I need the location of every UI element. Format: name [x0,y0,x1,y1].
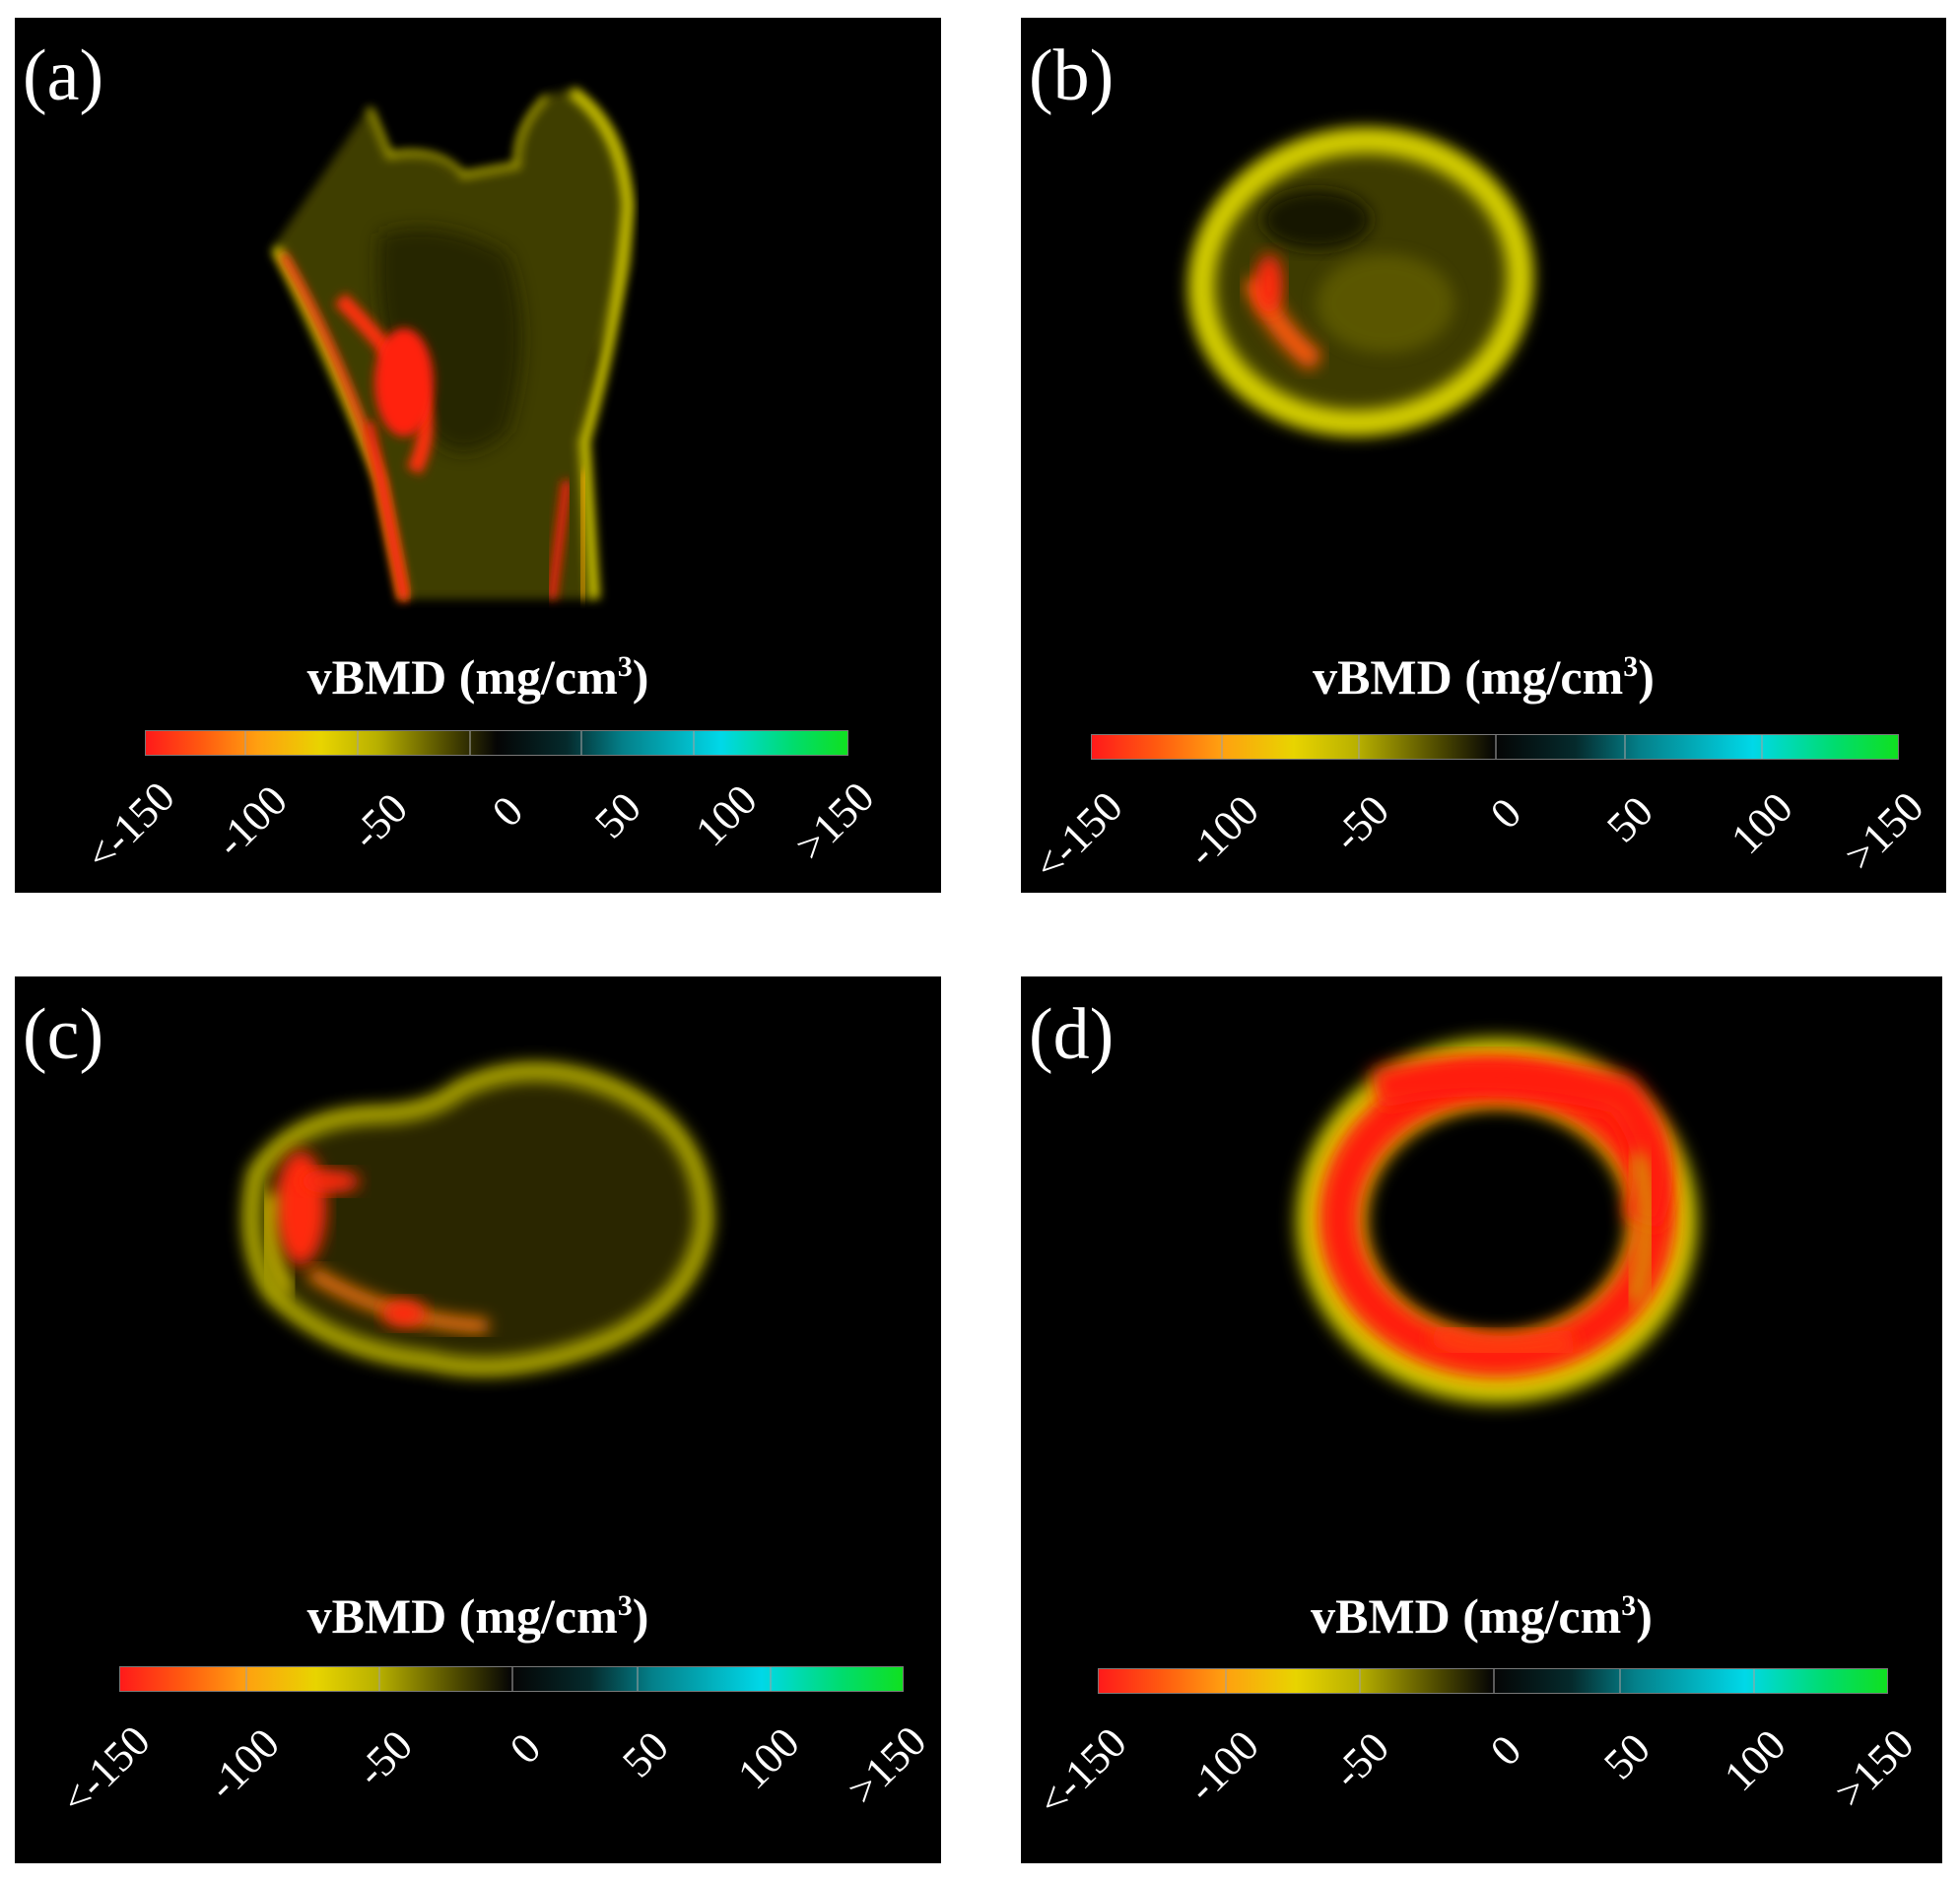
colorbar-title: vBMD (mg/cm3) [1311,1588,1653,1644]
bone-cross-section-scan [1297,1039,1697,1403]
colorbar [119,1666,904,1692]
panel-d: (d) vBMD (mg/cm3) <-150 -100 -50 0 50 10… [1021,976,1942,1863]
colorbar-title: vBMD (mg/cm3) [306,1588,649,1644]
panel-c: (c) vBMD (mg/cm3) <-150 -100 -50 0 50 10… [15,976,941,1863]
colorbar [1091,734,1899,760]
panel-label: (b) [1029,35,1115,116]
panel-a: (a) vBMD (mg/cm3) <-150 -100 -50 0 50 10… [15,18,941,893]
panel-label: (c) [23,994,104,1075]
colorbar [1098,1668,1888,1694]
femur-coronal-scan [271,87,635,601]
panel-label: (a) [23,35,104,116]
panel-label: (d) [1029,994,1115,1075]
bone-cross-section-scan [1188,127,1533,437]
colorbar [145,730,848,756]
colorbar-title: vBMD (mg/cm3) [306,649,649,705]
bone-cross-section-scan [242,1062,714,1377]
panel-b: (b) vBMD (mg/cm3) <-150 -100 -50 0 50 10… [1021,18,1946,893]
colorbar-title: vBMD (mg/cm3) [1313,649,1655,705]
